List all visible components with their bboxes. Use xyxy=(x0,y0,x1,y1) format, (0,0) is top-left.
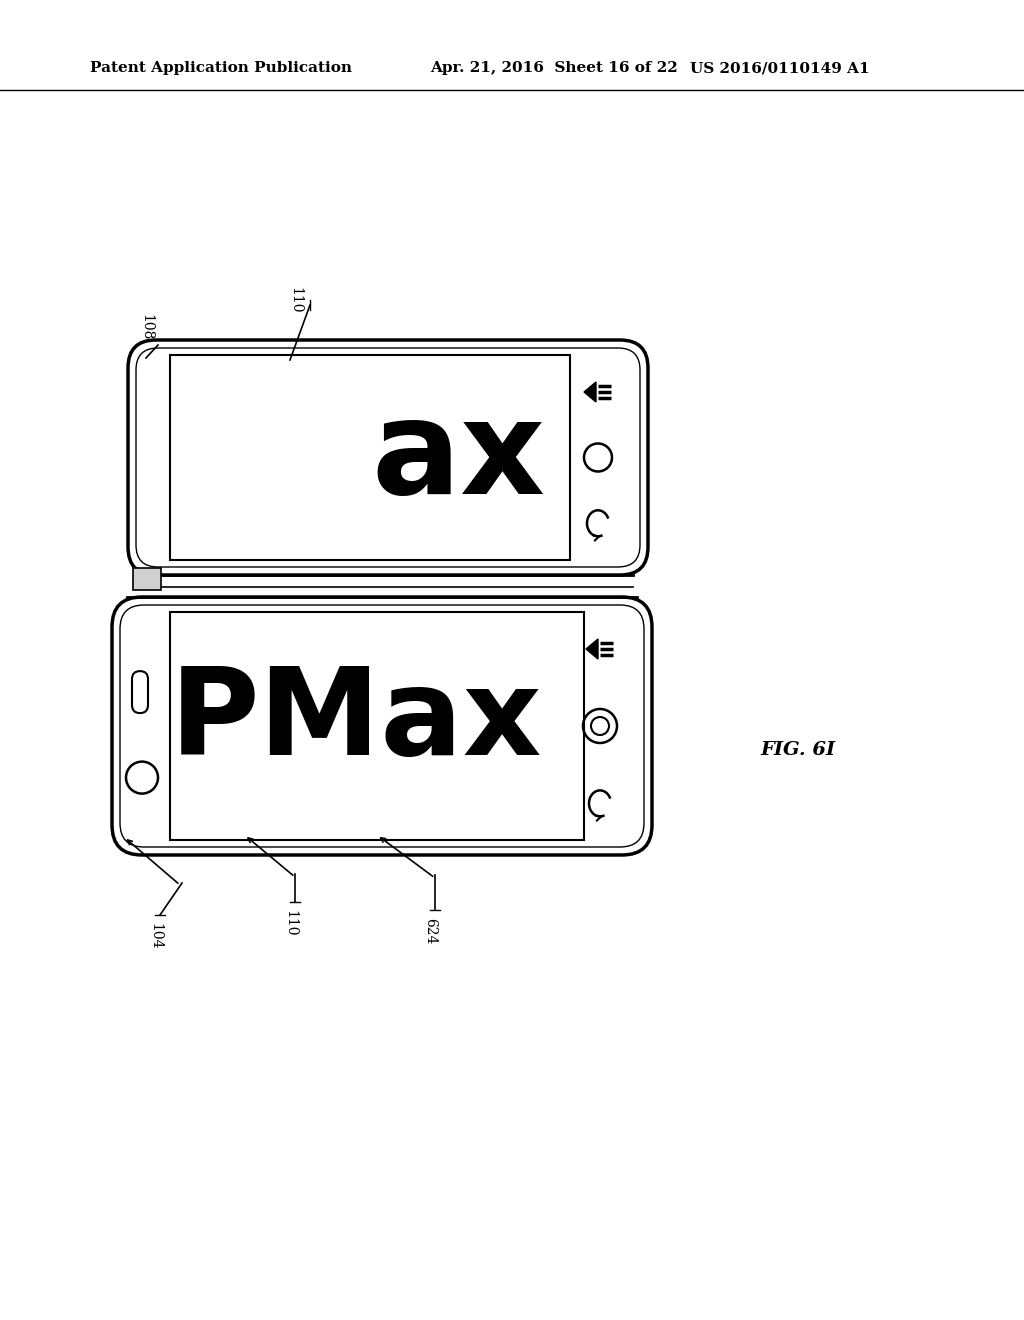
Text: Patent Application Publication: Patent Application Publication xyxy=(90,61,352,75)
Text: 108: 108 xyxy=(139,314,153,341)
FancyBboxPatch shape xyxy=(112,597,652,855)
Text: 110: 110 xyxy=(283,909,297,936)
Text: PMax: PMax xyxy=(170,663,543,780)
Text: 624: 624 xyxy=(423,917,437,944)
Text: FIG. 6I: FIG. 6I xyxy=(760,741,836,759)
Text: 104: 104 xyxy=(148,923,162,949)
Bar xyxy=(133,568,161,590)
Polygon shape xyxy=(586,639,598,659)
Polygon shape xyxy=(584,381,596,403)
Text: 110: 110 xyxy=(288,286,302,313)
Text: US 2016/0110149 A1: US 2016/0110149 A1 xyxy=(690,61,869,75)
Bar xyxy=(170,612,584,840)
Bar xyxy=(170,355,570,560)
FancyBboxPatch shape xyxy=(132,671,148,713)
Text: Apr. 21, 2016  Sheet 16 of 22: Apr. 21, 2016 Sheet 16 of 22 xyxy=(430,61,678,75)
FancyBboxPatch shape xyxy=(128,341,648,576)
Text: ax: ax xyxy=(371,393,545,521)
